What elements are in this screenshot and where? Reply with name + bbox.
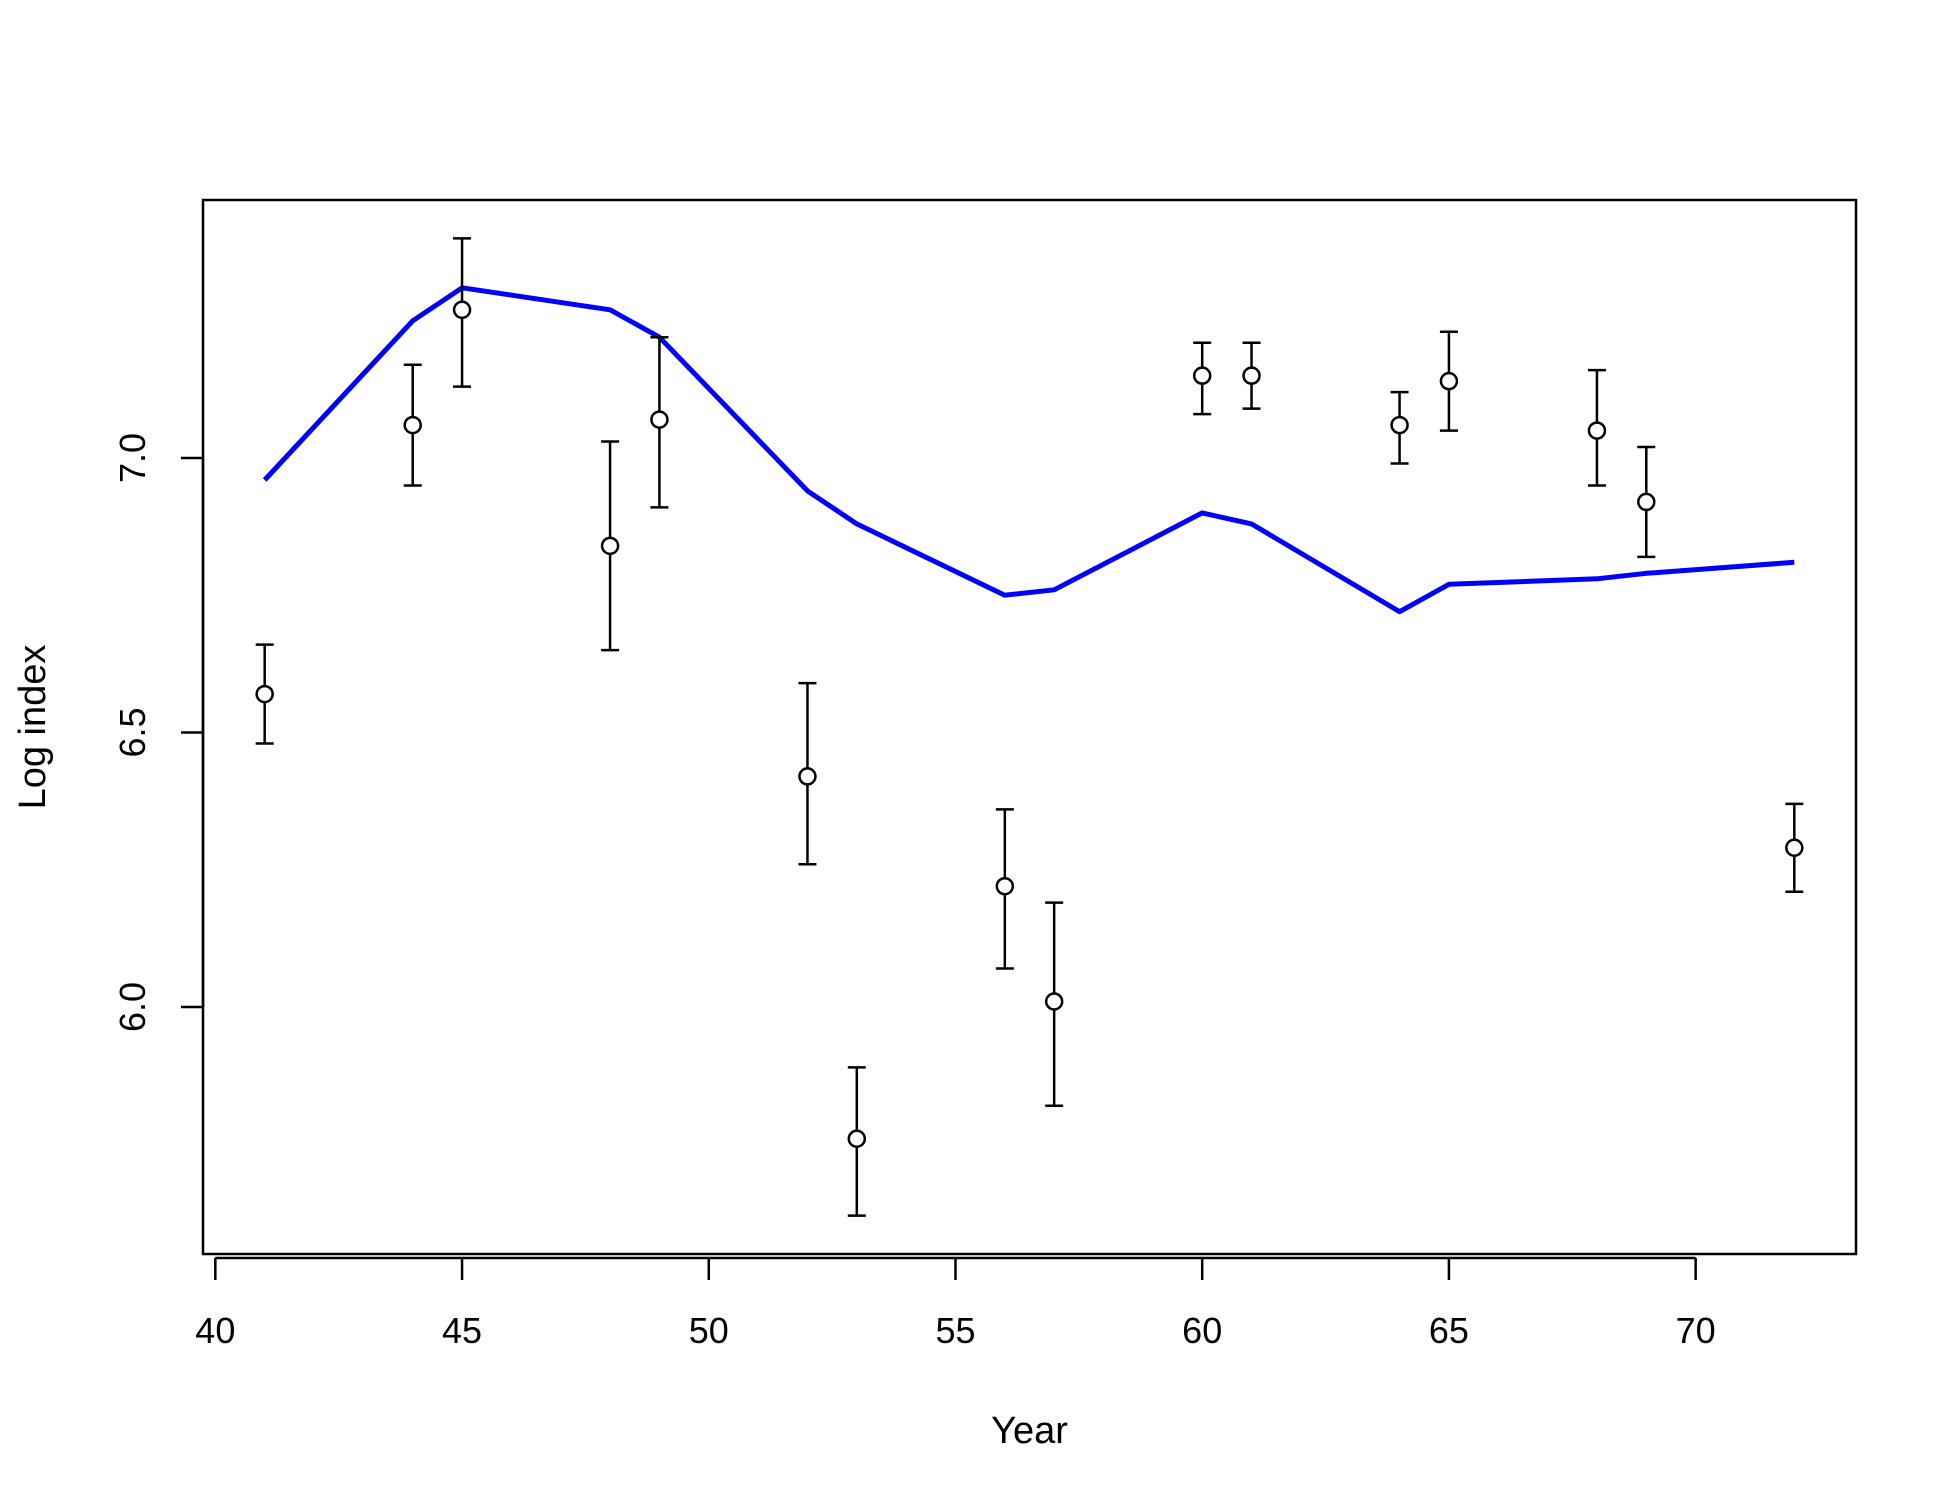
data-point-marker bbox=[1637, 492, 1656, 512]
observation-point bbox=[650, 335, 669, 509]
observation-point bbox=[798, 681, 817, 866]
y-tick-label: 6.5 bbox=[112, 707, 153, 757]
data-point-marker bbox=[1439, 371, 1459, 391]
observation-point bbox=[255, 643, 274, 745]
data-point-marker bbox=[255, 684, 274, 704]
x-tick-label: 45 bbox=[442, 1310, 482, 1351]
data-point-marker bbox=[1587, 421, 1607, 440]
observation-point bbox=[600, 440, 620, 652]
data-point-marker bbox=[995, 876, 1015, 896]
x-tick-label: 70 bbox=[1676, 1310, 1716, 1351]
data-point-marker bbox=[650, 410, 669, 429]
observation-point bbox=[452, 237, 472, 388]
y-axis-label: Log index bbox=[12, 645, 54, 810]
x-axis-label: Year bbox=[991, 1410, 1068, 1452]
x-tick-label: 65 bbox=[1429, 1310, 1469, 1351]
data-point-marker bbox=[847, 1129, 867, 1148]
data-point-marker bbox=[1390, 415, 1409, 435]
observation-point bbox=[1390, 390, 1409, 465]
observation-point bbox=[1044, 901, 1064, 1108]
fitted-line bbox=[262, 285, 1795, 615]
data-point-marker bbox=[798, 767, 817, 786]
observation-point bbox=[1192, 341, 1212, 416]
observation-point bbox=[1587, 368, 1607, 487]
data-point-marker bbox=[600, 536, 620, 556]
fitted-line-layer bbox=[262, 285, 1795, 615]
observation-point bbox=[1637, 445, 1656, 559]
x-tick-label: 40 bbox=[195, 1310, 235, 1351]
observation-point bbox=[1785, 802, 1804, 893]
data-point-marker bbox=[1242, 366, 1261, 385]
data-point-marker bbox=[452, 300, 472, 320]
observation-point bbox=[403, 363, 422, 487]
plot-frame bbox=[201, 198, 1858, 1256]
y-axis: 6.0 6.5 7.0 bbox=[112, 433, 205, 1032]
observation-point bbox=[1439, 330, 1459, 432]
x-tick-label: 60 bbox=[1182, 1310, 1222, 1351]
data-point-marker bbox=[1785, 838, 1804, 858]
x-tick-label: 55 bbox=[935, 1310, 975, 1351]
observation-point bbox=[847, 1066, 867, 1217]
data-point-marker bbox=[1044, 992, 1064, 1011]
observations-layer bbox=[255, 237, 1804, 1217]
data-point-marker bbox=[1192, 366, 1212, 385]
y-tick-label: 7.0 bbox=[112, 433, 153, 483]
observation-point bbox=[1242, 341, 1261, 410]
x-axis: 40 45 50 55 60 65 70 bbox=[195, 1256, 1716, 1351]
x-tick-label: 50 bbox=[689, 1310, 729, 1351]
observation-point bbox=[995, 808, 1015, 970]
data-point-marker bbox=[403, 415, 422, 435]
y-tick-label: 6.0 bbox=[112, 982, 153, 1032]
